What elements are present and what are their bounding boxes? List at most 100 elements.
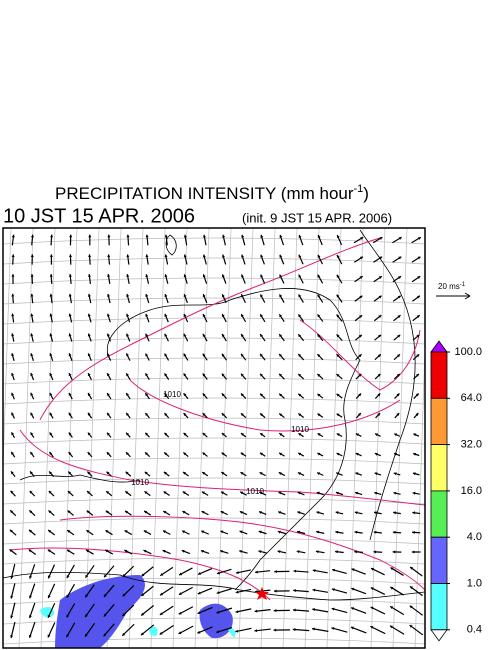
wind-arrow-head: [221, 353, 225, 357]
isobars: [9, 237, 425, 601]
wind-arrow: [103, 604, 115, 617]
wind-arrow-head: [241, 314, 244, 318]
wind-arrow-head: [336, 274, 340, 278]
wind-arrow: [29, 583, 36, 599]
wind-arrow-head: [178, 631, 182, 635]
wind-arrow-head: [278, 511, 282, 515]
wind-arrow-head: [351, 587, 355, 591]
wind-arrow: [350, 626, 367, 634]
wind-arrow-head: [87, 471, 91, 475]
wind-arrow-head: [183, 294, 187, 298]
wind-arrow-head: [390, 606, 394, 609]
wind-arrow-head: [68, 412, 72, 416]
wind-arrow-head: [235, 610, 239, 614]
parallel: [3, 397, 425, 405]
wind-arrow-head: [317, 393, 321, 397]
colorbar-label: 64.0: [461, 392, 482, 404]
wind-arrow-head: [260, 254, 264, 258]
wind-arrow-head: [68, 293, 72, 297]
isobar-labels: 1010 1010 1010 1010: [131, 390, 309, 496]
wind-arrow-head: [336, 472, 340, 476]
wind-arrow-head: [378, 334, 382, 338]
wind-arrow-head: [9, 549, 13, 553]
colorbar-label: 100.0: [454, 346, 482, 358]
wind-arrow-head: [163, 471, 167, 475]
wind-arrow-head: [87, 373, 91, 377]
wind-arrow-head: [141, 573, 145, 577]
wind-arrow-head: [359, 295, 363, 299]
wind-arrow-head: [202, 254, 206, 258]
wind-arrow-head: [49, 313, 53, 317]
wind-arrow-head: [374, 472, 378, 476]
meridian: [40, 228, 56, 648]
isobar-label: 1010: [163, 390, 181, 399]
wind-arrow-head: [162, 549, 166, 553]
wind-arrow-head: [312, 569, 316, 573]
wind-arrow-head: [355, 472, 359, 476]
colorbar-segment: [430, 490, 448, 538]
wind-arrow-head: [68, 452, 72, 456]
wind-arrow-head: [88, 254, 92, 258]
wind-arrow: [311, 628, 329, 632]
wind-arrow-head: [279, 452, 283, 456]
wind-arrow-head: [30, 372, 34, 376]
wind-arrow: [84, 622, 96, 638]
wind-arrow-head: [164, 254, 168, 258]
wind-arrow-head: [29, 595, 32, 599]
wind-arrow-head: [416, 354, 420, 358]
wind-arrow-head: [415, 393, 419, 397]
wind-arrow-head: [317, 373, 321, 377]
wind-arrow-head: [197, 630, 201, 634]
wind-arrow-head: [141, 612, 145, 616]
wind-arrow-head: [183, 353, 187, 357]
wind-arrow-head: [396, 393, 400, 397]
wind-arrow-head: [235, 571, 239, 575]
wind-arrow-head: [258, 530, 262, 534]
wind-arrow: [10, 602, 16, 619]
wind-arrow-head: [351, 607, 355, 611]
wind-arrow-head: [87, 353, 91, 357]
wind-arrow-head: [11, 451, 14, 455]
wind-arrow-head: [298, 274, 302, 278]
wind-arrow-head: [331, 588, 335, 592]
wind-arrow-head: [122, 573, 126, 577]
wind-arrow-head: [335, 511, 339, 515]
wind-arrow-head: [396, 413, 400, 417]
wind-arrow-head: [67, 491, 71, 494]
title-exponent: -1: [354, 183, 364, 195]
wind-arrow-head: [164, 333, 168, 337]
wind-arrow-head: [49, 293, 53, 297]
wind-arrow-head: [126, 234, 130, 238]
wind-arrow-head: [124, 530, 128, 534]
wind-arrow-head: [370, 606, 374, 610]
wind-arrow-head: [373, 511, 377, 515]
wind-arrow-head: [122, 613, 126, 617]
wind-arrow-head: [183, 333, 187, 337]
wind-arrow-head: [241, 274, 244, 278]
wind-arrow-head: [86, 510, 90, 514]
wind-arrow-head: [359, 315, 363, 319]
wind-arrow-head: [202, 294, 206, 298]
wind-arrow-head: [145, 274, 149, 278]
wind-arrow-head: [104, 574, 107, 578]
wind-arrow-head: [331, 607, 335, 611]
wind-arrow-head: [66, 594, 70, 598]
parallel: [3, 497, 425, 505]
wind-arrow-head: [417, 237, 421, 240]
wind-arrow-head: [178, 611, 182, 615]
wind-arrow-head: [126, 353, 129, 357]
wind-arrow-head: [298, 393, 302, 397]
wind-arrow: [66, 583, 75, 599]
wind-arrow: [216, 626, 233, 634]
wind-arrow-head: [260, 334, 263, 338]
wind-arrow-head: [216, 610, 220, 614]
meridian: [326, 228, 342, 648]
wind-arrow-head: [87, 412, 91, 416]
parallel: [3, 297, 425, 305]
wind-arrow-head: [412, 511, 416, 515]
wind-arrow-head: [390, 567, 394, 571]
colorbar-label: 0.4: [467, 624, 482, 636]
colorbar-segment: [430, 583, 448, 631]
isobar-label: 1010: [246, 487, 264, 496]
wind-arrow-head: [164, 313, 168, 317]
